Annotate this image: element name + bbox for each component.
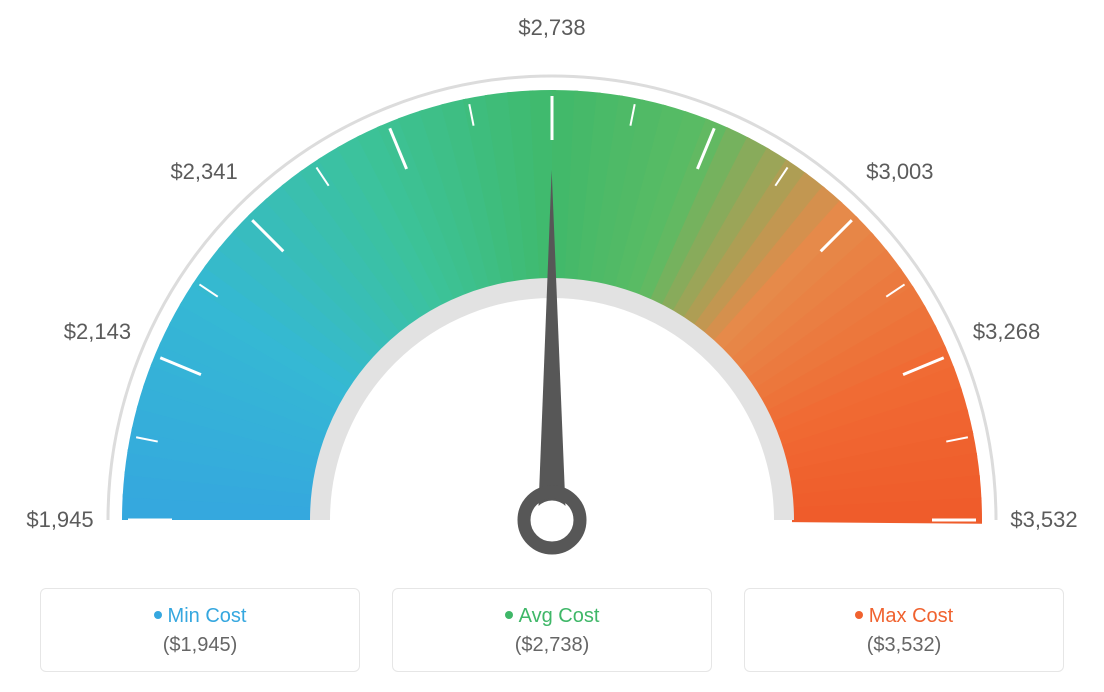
legend-value-max: ($3,532) [757,634,1051,657]
legend-dot-avg [505,611,513,619]
legend-card-min: Min Cost ($1,945) [40,588,360,672]
legend-row: Min Cost ($1,945) Avg Cost ($2,738) Max … [20,588,1084,672]
cost-gauge-chart: $1,945$2,143$2,341$2,738$3,003$3,268$3,5… [22,20,1082,580]
legend-dot-min [154,611,162,619]
gauge-tick-label: $3,268 [973,319,1040,345]
gauge-tick-label: $3,532 [1010,507,1077,533]
legend-card-avg: Avg Cost ($2,738) [392,588,712,672]
legend-value-min: ($1,945) [53,634,347,657]
legend-label-max: Max Cost [869,605,953,627]
gauge-tick-label: $1,945 [26,507,93,533]
gauge-svg [22,20,1082,580]
gauge-tick-label: $2,738 [518,15,585,41]
legend-card-max: Max Cost ($3,532) [744,588,1064,672]
legend-label-min: Min Cost [168,605,247,627]
gauge-tick-label: $2,341 [170,159,237,185]
legend-label-avg: Avg Cost [519,605,600,627]
legend-title-max: Max Cost [757,605,1051,628]
legend-title-avg: Avg Cost [405,605,699,628]
legend-value-avg: ($2,738) [405,634,699,657]
legend-title-min: Min Cost [53,605,347,628]
legend-dot-max [855,611,863,619]
gauge-tick-label: $3,003 [866,159,933,185]
gauge-tick-label: $2,143 [64,319,131,345]
